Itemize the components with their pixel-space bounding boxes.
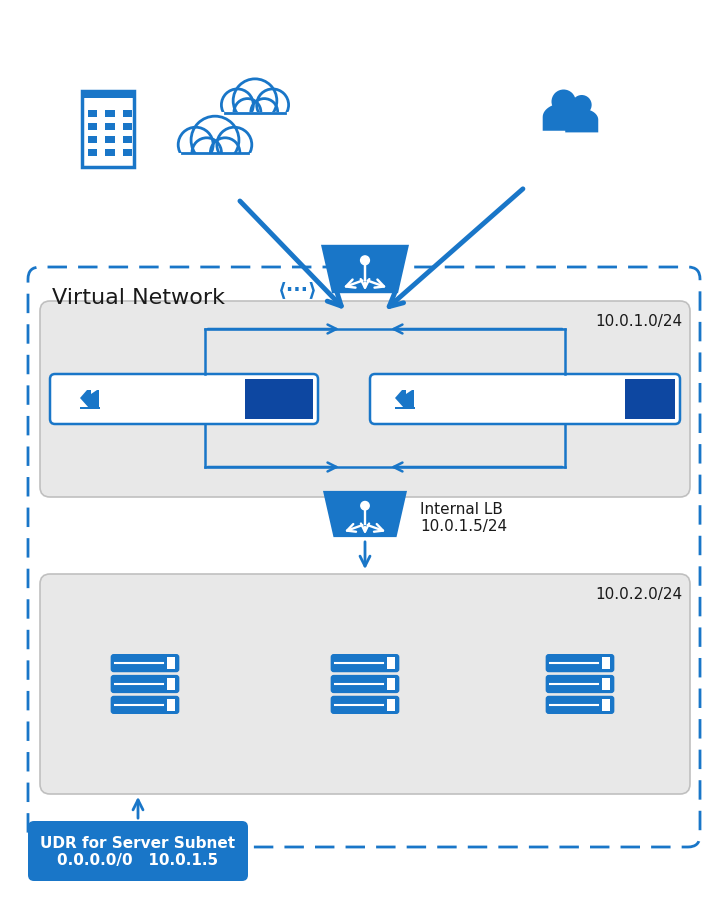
Bar (88, 124, 97, 131)
Bar (245, 380, 313, 419)
Bar (387, 699, 395, 711)
Circle shape (361, 502, 369, 511)
Bar (88, 111, 97, 117)
Text: UDR for Server Subnet
0.0.0.0/0   10.0.1.5: UDR for Server Subnet 0.0.0.0/0 10.0.1.5 (41, 835, 236, 867)
Polygon shape (91, 391, 99, 409)
FancyBboxPatch shape (111, 675, 180, 694)
Text: 10.0.1.0/24: 10.0.1.0/24 (595, 314, 682, 328)
FancyBboxPatch shape (50, 374, 318, 425)
Circle shape (217, 128, 252, 163)
FancyBboxPatch shape (331, 675, 399, 694)
FancyBboxPatch shape (370, 374, 680, 425)
Circle shape (552, 90, 576, 115)
Circle shape (210, 139, 240, 168)
Bar (123, 124, 132, 131)
Circle shape (178, 128, 213, 163)
Bar (625, 380, 675, 419)
Circle shape (191, 117, 239, 165)
Bar (123, 137, 132, 143)
Bar (80, 408, 100, 410)
Bar (105, 111, 115, 117)
Bar (88, 150, 97, 157)
Circle shape (251, 99, 278, 126)
Bar (602, 658, 610, 669)
Bar (105, 124, 115, 131)
FancyBboxPatch shape (40, 575, 690, 794)
FancyBboxPatch shape (111, 654, 180, 673)
Bar (81, 91, 134, 99)
Bar (602, 678, 610, 690)
Bar (387, 678, 395, 690)
FancyBboxPatch shape (546, 696, 614, 714)
Circle shape (222, 90, 253, 122)
Circle shape (192, 139, 222, 168)
Bar (167, 678, 175, 690)
Bar (176, 154, 254, 173)
Bar (105, 137, 115, 143)
Circle shape (234, 99, 261, 126)
FancyBboxPatch shape (28, 821, 248, 881)
Text: 10.0.2.0/24: 10.0.2.0/24 (595, 586, 682, 602)
Bar (602, 699, 610, 711)
Bar (220, 114, 291, 131)
Bar (105, 150, 115, 157)
Bar (395, 408, 415, 410)
FancyBboxPatch shape (40, 301, 690, 497)
Polygon shape (321, 245, 409, 294)
Circle shape (233, 79, 277, 124)
Polygon shape (323, 492, 407, 538)
Bar (123, 150, 132, 157)
Bar (88, 137, 97, 143)
Polygon shape (542, 104, 585, 132)
Bar (81, 91, 134, 168)
FancyBboxPatch shape (546, 654, 614, 673)
Circle shape (572, 96, 592, 115)
Circle shape (257, 90, 289, 122)
FancyBboxPatch shape (331, 696, 399, 714)
Polygon shape (406, 391, 414, 409)
Bar (167, 658, 175, 669)
FancyBboxPatch shape (331, 654, 399, 673)
Bar (387, 658, 395, 669)
Bar (167, 699, 175, 711)
Text: ⟨···⟩: ⟨···⟩ (278, 280, 318, 299)
Polygon shape (80, 391, 91, 409)
Circle shape (361, 256, 369, 265)
Text: Internal LB
10.0.1.5/24: Internal LB 10.0.1.5/24 (420, 502, 507, 534)
FancyBboxPatch shape (546, 675, 614, 694)
Polygon shape (395, 391, 406, 409)
Text: Virtual Network: Virtual Network (52, 288, 225, 308)
Polygon shape (566, 110, 598, 133)
FancyBboxPatch shape (111, 696, 180, 714)
Bar (123, 111, 132, 117)
